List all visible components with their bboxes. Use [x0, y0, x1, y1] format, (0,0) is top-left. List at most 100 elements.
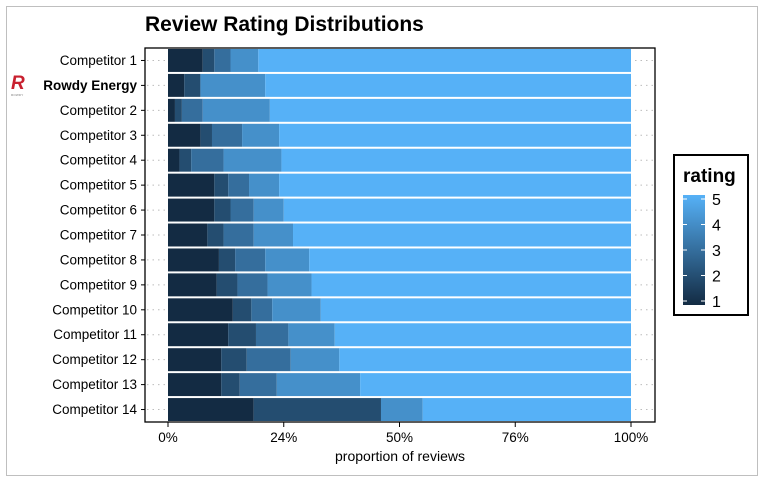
bar-segment-rating-3 — [251, 298, 273, 322]
bar-segment-rating-1 — [168, 323, 229, 347]
bar-segment-rating-2 — [184, 73, 201, 97]
bar-segment-rating-2 — [174, 98, 182, 122]
bar-segment-rating-4 — [253, 223, 294, 247]
bar-segment-rating-4 — [267, 273, 312, 297]
bar-segment-rating-5 — [334, 323, 631, 347]
bar-segment-rating-2 — [232, 298, 252, 322]
bar-segment-rating-3 — [191, 148, 224, 172]
bar-segment-rating-5 — [269, 98, 631, 122]
bar-segment-rating-4 — [290, 348, 340, 372]
bar-segment-rating-1 — [168, 248, 219, 272]
bar-segment-rating-2 — [202, 48, 215, 72]
bar-segment-rating-1 — [168, 223, 208, 247]
bar-segment-rating-4 — [223, 148, 282, 172]
legend-label: 1 — [712, 294, 721, 311]
bar-segment-rating-2 — [228, 323, 256, 347]
bar-segment-rating-4 — [276, 373, 361, 397]
bar-segment-rating-1 — [168, 398, 254, 422]
bar-segment-rating-3 — [237, 273, 268, 297]
x-tick-label: 100% — [614, 430, 649, 445]
bar-segment-rating-3 — [239, 373, 277, 397]
y-tick-label: Competitor 9 — [60, 277, 137, 292]
bar-segment-rating-5 — [360, 373, 631, 397]
bar-segment-rating-2 — [221, 373, 240, 397]
legend-label: 2 — [712, 269, 721, 286]
bar-segment-rating-3 — [255, 323, 289, 347]
bar-segment-rating-4 — [230, 48, 259, 72]
bar-segment-rating-5 — [320, 298, 631, 322]
legend-title: rating — [683, 166, 736, 187]
bar-segment-rating-1 — [168, 123, 201, 147]
bar-segment-rating-3 — [223, 223, 254, 247]
bar-segment-rating-1 — [168, 173, 215, 197]
chart-title: Review Rating Distributions — [145, 13, 424, 36]
bar-segment-rating-2 — [214, 198, 231, 222]
y-tick-label: Competitor 13 — [52, 377, 137, 392]
y-tick-label: Competitor 5 — [60, 178, 137, 193]
bar-segment-rating-3 — [246, 348, 291, 372]
bar-segment-rating-2 — [179, 148, 192, 172]
y-tick-label: Rowdy Energy — [43, 78, 137, 93]
bar-segment-rating-2 — [221, 348, 247, 372]
bar-segment-rating-4 — [288, 323, 335, 347]
bar-segment-rating-2 — [216, 273, 238, 297]
bar-segment-rating-4 — [202, 98, 270, 122]
bar-segment-rating-5 — [311, 273, 631, 297]
legend-colorbar — [683, 195, 705, 305]
rowdy-energy-logo: R ROWDY — [11, 73, 29, 99]
bar-segment-rating-2 — [218, 248, 236, 272]
y-tick-label: Competitor 3 — [60, 128, 137, 143]
bar-segment-rating-5 — [279, 173, 631, 197]
y-tick-label: Competitor 14 — [52, 402, 137, 417]
x-tick-label: 24% — [270, 430, 297, 445]
bar-segment-rating-2 — [207, 223, 224, 247]
x-axis-label: proportion of reviews — [335, 448, 465, 464]
y-tick-label: Competitor 6 — [60, 203, 137, 218]
bar-segment-rating-4 — [265, 248, 310, 272]
bar-segment-rating-3 — [211, 123, 243, 147]
bar-segment-rating-2 — [253, 398, 381, 422]
bar-segment-rating-4 — [242, 123, 280, 147]
bar-segment-rating-3 — [235, 248, 266, 272]
x-tick-label: 0% — [158, 430, 178, 445]
bar-segment-rating-5 — [281, 148, 631, 172]
bar-segment-rating-1 — [168, 373, 222, 397]
bar-segment-rating-5 — [339, 348, 631, 372]
legend-label: 4 — [712, 218, 721, 235]
bar-segment-rating-5 — [283, 198, 631, 222]
bar-segment-rating-5 — [309, 248, 631, 272]
bar-segment-rating-4 — [380, 398, 423, 422]
bar-segment-rating-4 — [272, 298, 321, 322]
bar-segment-rating-3 — [230, 198, 254, 222]
legend-label: 5 — [712, 192, 721, 209]
bar-segment-rating-4 — [249, 173, 280, 197]
bar-segment-rating-4 — [200, 73, 266, 97]
y-tick-label: Competitor 10 — [52, 302, 137, 317]
bar-segment-rating-5 — [265, 73, 631, 97]
bar-segment-rating-1 — [168, 348, 222, 372]
legend-label: 3 — [712, 243, 721, 260]
bar-segment-rating-1 — [168, 148, 180, 172]
bar-segment-rating-2 — [200, 123, 212, 147]
bar-segment-rating-3 — [214, 48, 231, 72]
bar-segment-rating-1 — [168, 298, 233, 322]
bar-segment-rating-2 — [214, 173, 229, 197]
bar-segment-rating-1 — [168, 48, 203, 72]
bar-segment-rating-5 — [279, 123, 631, 147]
y-tick-label: Competitor 4 — [60, 153, 138, 168]
bar-segment-rating-1 — [168, 273, 217, 297]
y-tick-label: Competitor 8 — [60, 252, 137, 267]
bar-segment-rating-5 — [258, 48, 631, 72]
x-tick-label: 50% — [386, 430, 413, 445]
y-tick-label: Competitor 1 — [60, 53, 137, 68]
x-tick-label: 76% — [502, 430, 529, 445]
logo-text: ROWDY — [11, 93, 24, 97]
bar-segment-rating-3 — [228, 173, 250, 197]
y-tick-label: Competitor 2 — [60, 103, 137, 118]
y-tick-label: Competitor 7 — [60, 228, 137, 243]
y-tick-label: Competitor 12 — [52, 352, 137, 367]
bar-segment-rating-1 — [168, 98, 175, 122]
bar-segment-rating-1 — [168, 73, 185, 97]
logo-letter: R — [11, 73, 25, 94]
